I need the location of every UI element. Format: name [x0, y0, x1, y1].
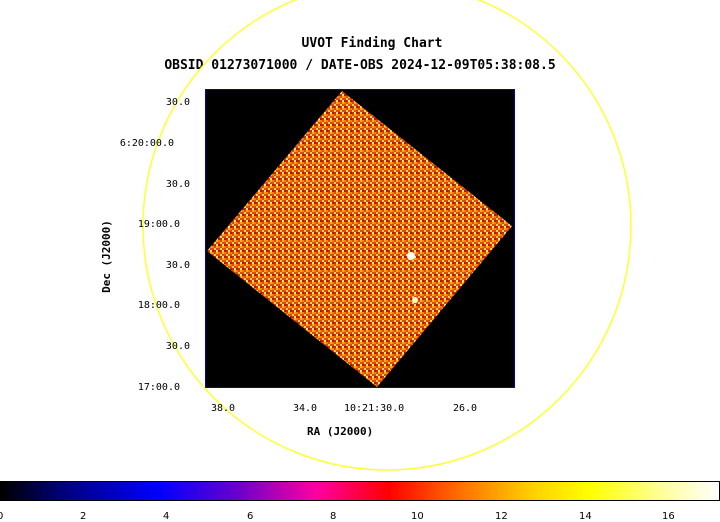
dec-tick-label: 30.0 [165, 179, 190, 190]
source-circle [142, 0, 632, 471]
dec-tick-label: 6:20:00.0 [119, 138, 174, 149]
ra-tick-label: 34.0 [293, 403, 318, 414]
dec-tick-label: 30.0 [165, 97, 190, 108]
dec-axis-title: Dec (J2000) [99, 220, 113, 293]
colorbar-tick: 12 [495, 511, 508, 522]
dec-tick-label: 30.0 [165, 341, 190, 352]
colorbar-tick: 8 [330, 511, 337, 522]
colorbar [0, 481, 720, 501]
bright-source [412, 297, 418, 303]
ra-tick-label: 26.0 [453, 403, 478, 414]
colorbar-tick: 0 [0, 511, 4, 522]
sky-image-overlay [142, 0, 632, 471]
colorbar-tick: 6 [247, 511, 254, 522]
bright-source [407, 252, 415, 260]
colorbar-tick: 14 [579, 511, 592, 522]
dec-tick-label: 18:00.0 [137, 300, 180, 311]
colorbar-tick: 16 [662, 511, 675, 522]
chart-subtitle: OBSID 01273071000 / DATE-OBS 2024-12-09T… [164, 58, 556, 73]
colorbar-tick: 10 [411, 511, 424, 522]
ra-tick-label: 38.0 [211, 403, 236, 414]
colorbar-tick: 4 [163, 511, 170, 522]
ra-axis-title: RA (J2000) [307, 425, 374, 438]
dec-tick-label: 17:00.0 [137, 382, 180, 393]
chart-title: UVOT Finding Chart [301, 36, 443, 51]
exposure-region [207, 91, 512, 387]
dec-tick-label: 19:00.0 [137, 219, 180, 230]
dec-tick-label: 30.0 [165, 260, 190, 271]
ra-tick-label: 10:21:30.0 [344, 403, 405, 414]
colorbar-tick: 2 [80, 511, 87, 522]
